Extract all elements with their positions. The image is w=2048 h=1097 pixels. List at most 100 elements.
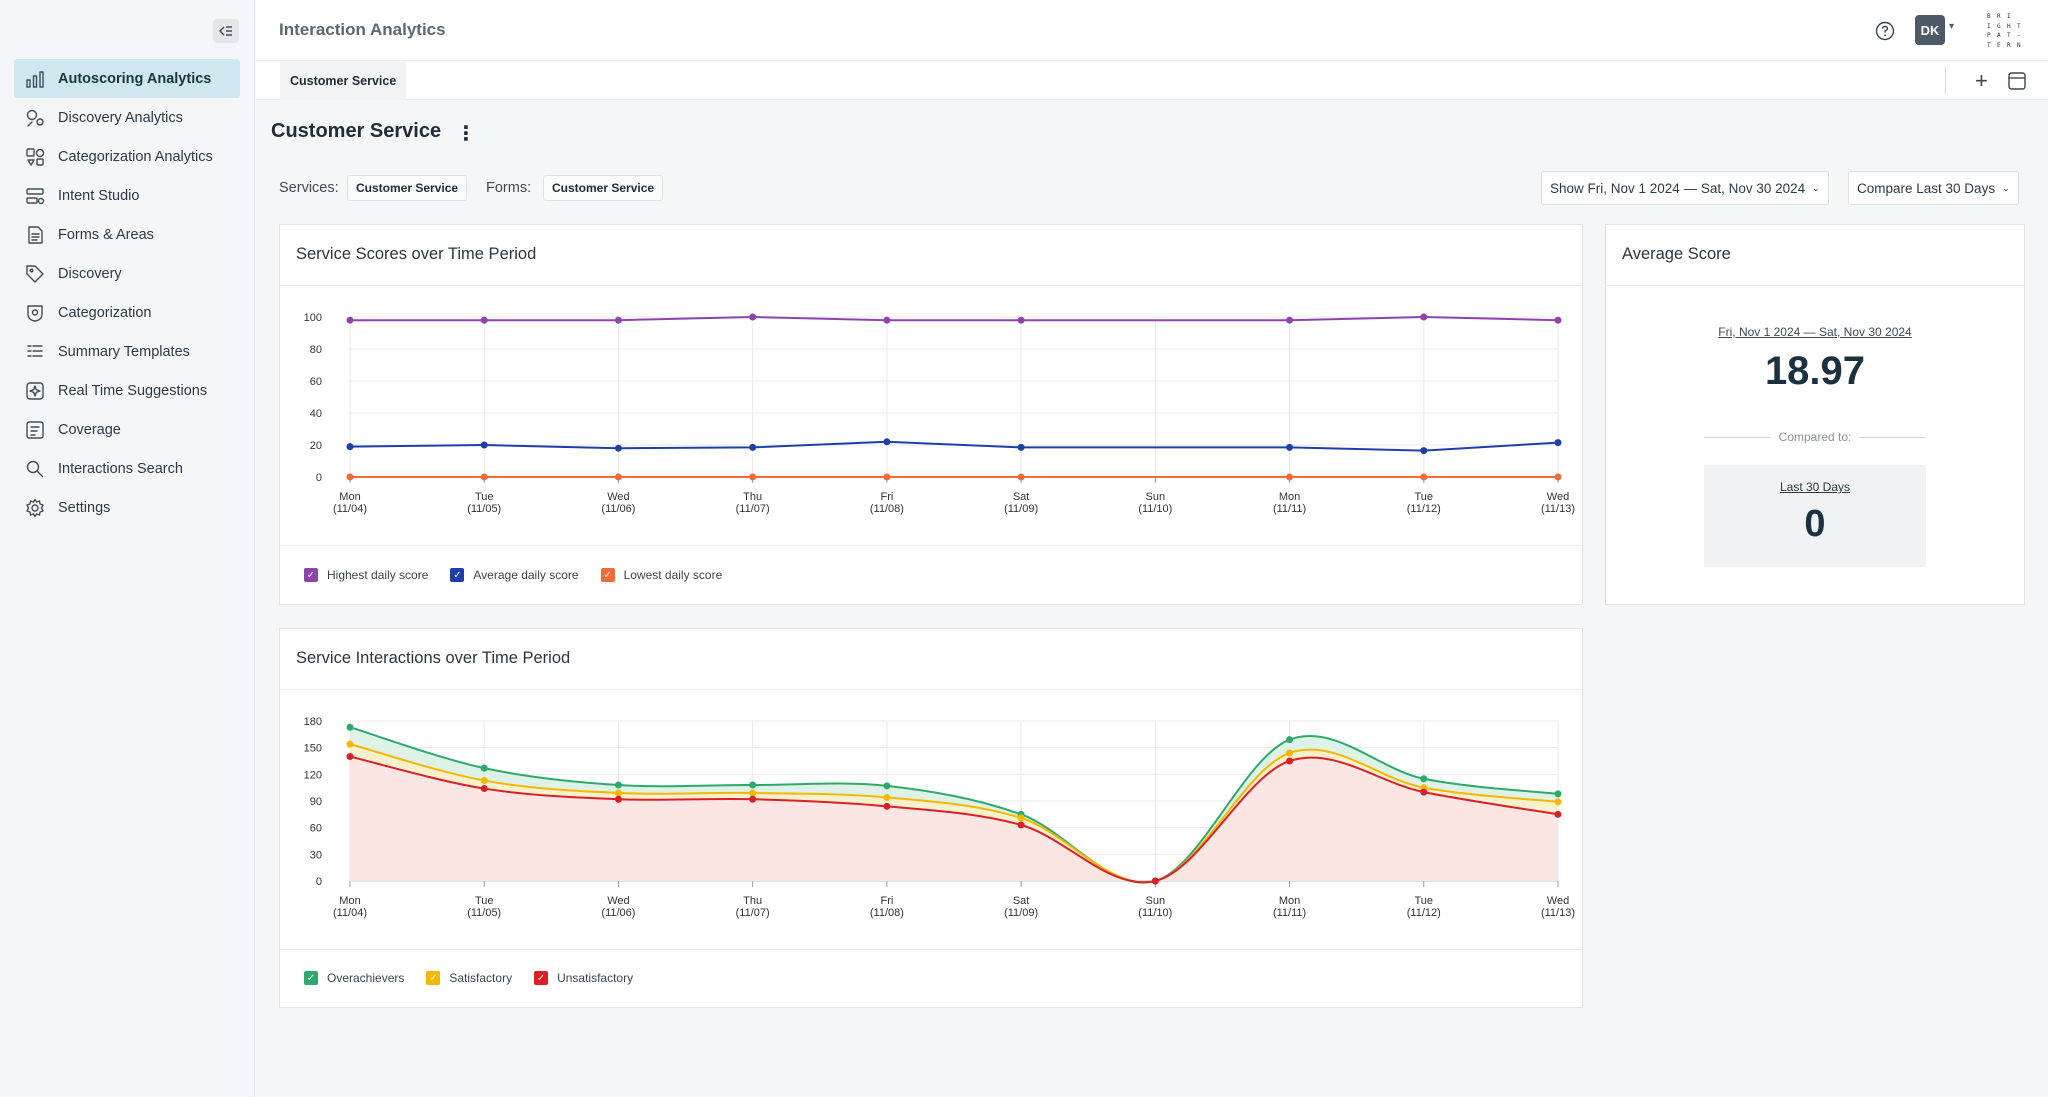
gear-icon xyxy=(24,497,46,519)
data-point xyxy=(1017,443,1025,451)
x-tick-date: (11/05) xyxy=(467,503,501,515)
legend-item[interactable]: ✓ Unsatisfactory xyxy=(534,971,633,985)
series-line xyxy=(349,440,1559,452)
x-tick-day: Tue xyxy=(475,491,494,503)
collapse-sidebar-icon xyxy=(219,26,232,36)
average-score-title: Average Score xyxy=(1622,245,1731,263)
legend-label: Lowest daily score xyxy=(623,568,723,582)
y-tick-label: 30 xyxy=(310,849,322,861)
legend-item[interactable]: ✓ Satisfactory xyxy=(426,971,512,985)
comparison-period: Last 30 Days xyxy=(1779,480,1851,494)
data-point xyxy=(346,740,354,748)
sidebar-item-autoscoring-analytics[interactable]: Autoscoring Analytics xyxy=(14,59,240,98)
sidebar-item-discovery-analytics[interactable]: Discovery Analytics xyxy=(14,98,240,137)
chevron-down-icon: ⌄ xyxy=(2002,182,2010,193)
data-point xyxy=(1286,473,1294,481)
data-point xyxy=(1420,313,1428,321)
data-point xyxy=(480,764,488,772)
x-tick-date: (11/07) xyxy=(736,907,770,919)
average-score-value: 18.97 xyxy=(1764,349,1866,393)
sidebar-item-interactions-search[interactable]: Interactions Search xyxy=(14,449,240,488)
avatar[interactable]: DK xyxy=(1915,15,1945,45)
archive-icon[interactable] xyxy=(2006,70,2028,92)
collapse-sidebar-button[interactable] xyxy=(213,19,239,43)
x-tick-day: Sun xyxy=(1146,895,1166,907)
checkbox-icon[interactable]: ✓ xyxy=(304,568,318,582)
data-point xyxy=(480,785,488,793)
more-options-icon[interactable]: ⋮ xyxy=(456,123,476,145)
y-tick-label: 90 xyxy=(310,796,322,808)
sidebar-item-label: Real Time Suggestions xyxy=(58,382,208,399)
y-tick-label: 120 xyxy=(304,769,322,781)
data-point xyxy=(1286,736,1294,744)
sidebar-item-forms-areas[interactable]: Forms & Areas xyxy=(14,215,240,254)
sidebar-item-settings[interactable]: Settings xyxy=(14,488,240,527)
help-icon[interactable] xyxy=(1875,21,1895,41)
data-point xyxy=(1017,316,1025,324)
x-tick-day: Tue xyxy=(475,895,494,907)
checkbox-icon[interactable]: ✓ xyxy=(534,971,549,985)
divider xyxy=(1606,285,2024,286)
legend-item[interactable]: ✓ Lowest daily score xyxy=(600,568,723,582)
legend-item[interactable]: ✓ Highest daily score xyxy=(304,568,428,582)
chevron-down-icon: ⌄ xyxy=(1812,182,1820,193)
sidebar-item-real-time-suggestions[interactable]: Real Time Suggestions xyxy=(14,371,240,410)
data-point xyxy=(614,444,622,452)
legend-item[interactable]: ✓ Average daily score xyxy=(450,568,579,582)
data-point xyxy=(346,723,354,731)
add-tab-button[interactable]: + xyxy=(1975,68,1988,93)
sidebar-item-categorization[interactable]: Categorization xyxy=(14,293,240,332)
x-tick-date: (11/09) xyxy=(1004,503,1038,515)
checkbox-icon[interactable]: ✓ xyxy=(600,568,615,582)
data-point xyxy=(749,789,757,797)
forms-filter-chip[interactable]: Customer Service xyxy=(543,175,664,201)
legend-label: Overachievers xyxy=(327,971,405,985)
x-tick-day: Sat xyxy=(1013,895,1030,907)
divider xyxy=(280,285,1582,286)
tab-customer-service[interactable]: Customer Service xyxy=(280,62,407,100)
x-tick-day: Wed xyxy=(607,895,629,907)
x-tick-day: Wed xyxy=(1547,895,1569,907)
data-point xyxy=(883,793,891,801)
data-point xyxy=(1420,775,1428,783)
series-line xyxy=(349,726,1559,884)
checkbox-icon[interactable]: ✓ xyxy=(450,568,465,582)
sidebar-item-intent-studio[interactable]: Intent Studio xyxy=(14,176,240,215)
tab-bar: Customer Service + xyxy=(256,62,2048,100)
data-point xyxy=(883,802,891,810)
scores-legend: ✓ Highest daily score ✓ Average daily score… xyxy=(304,568,744,582)
coverage-icon xyxy=(24,419,46,441)
y-tick-label: 60 xyxy=(310,376,322,388)
x-tick-date: (11/05) xyxy=(467,907,501,919)
discovery-analytics-icon xyxy=(24,107,46,129)
sidebar-item-summary-templates[interactable]: Summary Templates xyxy=(14,332,240,371)
x-tick-day: Mon xyxy=(339,895,360,907)
data-point xyxy=(1286,757,1294,765)
comparison-box: Last 30 Days 0 xyxy=(1704,465,1926,567)
checkbox-icon[interactable]: ✓ xyxy=(426,971,441,985)
x-tick-date: (11/12) xyxy=(1407,907,1441,919)
bar-chart-icon xyxy=(24,68,46,90)
y-tick-label: 180 xyxy=(304,716,322,728)
x-tick-day: Thu xyxy=(743,895,762,907)
legend-item[interactable]: ✓ Overachievers xyxy=(304,971,404,985)
checkbox-icon[interactable]: ✓ xyxy=(304,971,318,985)
y-tick-label: 150 xyxy=(304,743,322,755)
sidebar-item-label: Interactions Search xyxy=(58,460,183,477)
sidebar-item-discovery[interactable]: Discovery xyxy=(14,254,240,293)
divider xyxy=(1945,68,1946,94)
x-tick-day: Fri xyxy=(880,895,893,907)
search-icon xyxy=(24,458,46,480)
divider xyxy=(280,689,1582,690)
services-filter-chip[interactable]: Customer Service xyxy=(347,175,468,201)
chevron-down-icon[interactable]: ▾ xyxy=(1949,21,1955,32)
sidebar-item-categorization-analytics[interactable]: Categorization Analytics xyxy=(14,137,240,176)
data-point xyxy=(883,782,891,790)
compare-dropdown[interactable]: Compare Last 30 Days ⌄ xyxy=(1848,171,2019,205)
date-range-dropdown[interactable]: Show Fri, Nov 1 2024 — Sat, Nov 30 2024 … xyxy=(1541,171,1829,205)
x-tick-day: Tue xyxy=(1415,895,1434,907)
data-point xyxy=(1554,798,1562,806)
series-area xyxy=(350,756,1558,883)
sidebar-item-coverage[interactable]: Coverage xyxy=(14,410,240,449)
x-tick-date: (11/13) xyxy=(1541,503,1575,515)
